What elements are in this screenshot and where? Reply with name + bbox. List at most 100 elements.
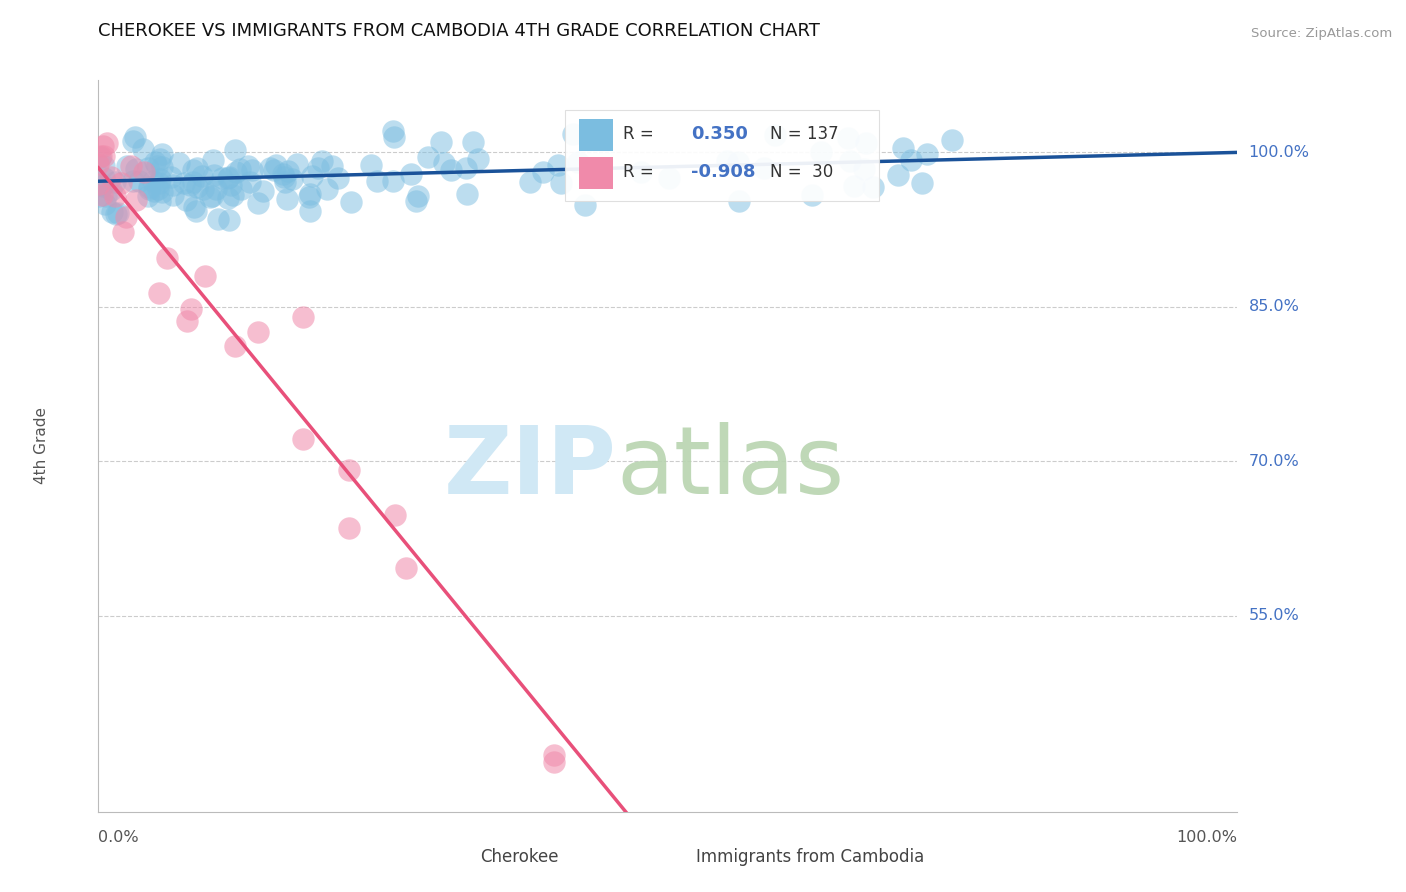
Point [124, 194, 146, 208]
Text: 70.0%: 70.0% [1249, 454, 1299, 469]
Point [115, 159, 138, 173]
Point [96, 136, 118, 150]
Point [112, 225, 135, 239]
Text: CHEROKEE VS IMMIGRANTS FROM CAMBODIA 4TH GRADE CORRELATION CHART: CHEROKEE VS IMMIGRANTS FROM CAMBODIA 4TH… [98, 22, 820, 40]
Point [173, 176, 195, 190]
Point [100, 170, 122, 185]
Point [339, 195, 361, 210]
Point [810, 145, 832, 159]
Point [138, 161, 160, 175]
Point [100, 183, 122, 197]
Point [180, 302, 202, 317]
Text: ZIP: ZIP [444, 422, 617, 514]
Text: 4th Grade: 4th Grade [34, 408, 49, 484]
Point [941, 133, 963, 147]
Text: Source: ZipAtlas.com: Source: ZipAtlas.com [1251, 27, 1392, 40]
Text: -0.908: -0.908 [690, 163, 755, 181]
Point [842, 178, 865, 193]
Point [183, 175, 205, 189]
Text: N = 137: N = 137 [770, 126, 839, 144]
Point [90, 149, 112, 163]
Point [146, 160, 169, 174]
Point [174, 193, 197, 207]
Point [299, 186, 322, 201]
Point [121, 174, 143, 188]
Point [416, 150, 439, 164]
Point [200, 189, 222, 203]
Text: 100.0%: 100.0% [1177, 830, 1237, 846]
Point [146, 182, 169, 196]
Point [454, 161, 477, 176]
Point [752, 161, 775, 175]
Point [360, 158, 382, 172]
Point [124, 162, 146, 177]
Point [630, 165, 652, 179]
Point [382, 130, 405, 145]
Point [142, 174, 165, 188]
Point [326, 171, 349, 186]
Point [150, 160, 173, 174]
Point [240, 163, 263, 178]
Text: 55.0%: 55.0% [1249, 608, 1299, 624]
Point [277, 164, 299, 178]
Point [463, 135, 485, 149]
Point [138, 180, 160, 194]
Point [274, 176, 297, 190]
Point [567, 154, 589, 169]
Point [94, 188, 117, 202]
Point [252, 185, 274, 199]
Text: Immigrants from Cambodia: Immigrants from Cambodia [696, 848, 925, 866]
Point [239, 175, 262, 189]
Point [285, 156, 308, 170]
Point [93, 159, 115, 173]
Point [384, 508, 406, 523]
Point [91, 187, 114, 202]
Point [862, 179, 884, 194]
Point [405, 194, 427, 208]
Point [395, 561, 418, 575]
Point [162, 188, 184, 202]
Point [765, 128, 787, 142]
Point [886, 168, 908, 182]
Point [115, 211, 138, 225]
Point [900, 153, 922, 168]
Point [91, 178, 114, 193]
Point [225, 165, 247, 179]
Point [207, 211, 229, 226]
Point [658, 170, 681, 185]
Point [301, 169, 323, 183]
Point [467, 152, 489, 166]
Point [217, 191, 239, 205]
Point [853, 162, 876, 177]
Point [149, 172, 172, 186]
Point [132, 142, 155, 156]
Point [91, 178, 114, 193]
Point [550, 176, 572, 190]
Point [162, 178, 184, 192]
Point [292, 310, 315, 325]
Point [281, 171, 304, 186]
Point [150, 185, 173, 199]
Text: 0.350: 0.350 [690, 126, 748, 144]
Point [93, 149, 115, 163]
Point [159, 169, 181, 184]
Point [148, 286, 170, 301]
Point [456, 187, 478, 202]
Point [202, 153, 225, 168]
Point [124, 129, 146, 144]
Point [519, 175, 541, 189]
Point [298, 204, 321, 219]
Point [800, 188, 823, 202]
Point [148, 176, 170, 190]
Point [246, 325, 269, 339]
Text: 85.0%: 85.0% [1249, 300, 1299, 314]
Point [91, 138, 114, 153]
Point [110, 177, 132, 191]
Point [263, 163, 285, 178]
Point [89, 188, 111, 202]
Point [839, 153, 862, 168]
Point [218, 169, 240, 184]
Point [276, 192, 298, 206]
Point [382, 124, 405, 138]
Point [259, 161, 281, 175]
